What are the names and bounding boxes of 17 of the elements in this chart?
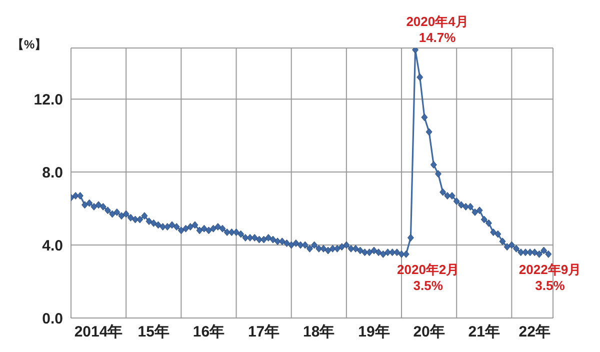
y-tick-label: 4.0 (42, 237, 63, 254)
annotation: 2020年4月 14.7% (406, 14, 468, 45)
y-tick-label: 0.0 (42, 310, 63, 328)
y-tick-label: 12.0 (34, 91, 63, 108)
y-tick-label: 8.0 (42, 164, 63, 182)
x-tick-label: 2014年 (74, 324, 123, 341)
x-tick-label: 19年 (358, 324, 390, 341)
x-tick-label: 17年 (248, 324, 280, 341)
x-tick-label: 20年 (413, 324, 445, 341)
x-tick-label: 18年 (303, 324, 335, 341)
x-tick-label: 21年 (468, 324, 500, 341)
annotation: 2020年2月 3.5% (397, 262, 460, 294)
x-tick-label: 22年 (518, 324, 550, 341)
x-tick-label: 15年 (138, 324, 170, 341)
annotation: 2022年9月 3.5% (518, 262, 582, 294)
x-tick-label: 16年 (192, 324, 225, 341)
y-axis-title: 【%】 (12, 38, 47, 52)
